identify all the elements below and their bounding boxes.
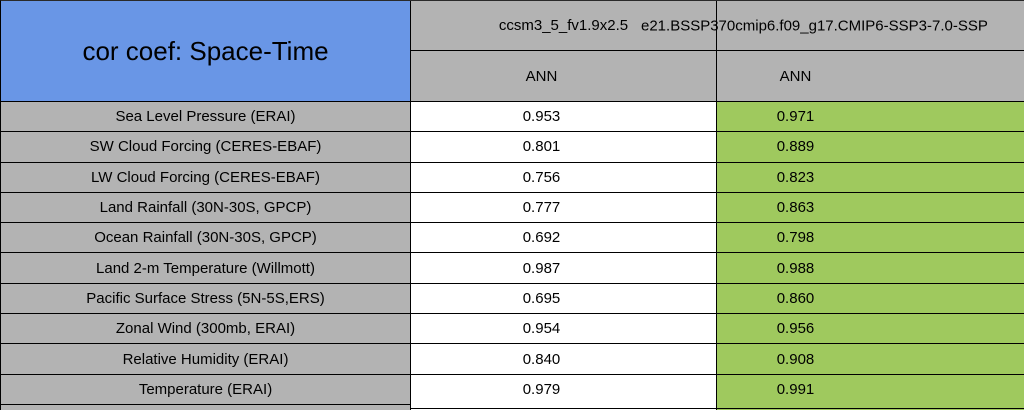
value: 0.692 xyxy=(522,229,561,247)
value: 0.801 xyxy=(522,138,561,156)
row-label: Ocean Rainfall (30N-30S, GPCP) xyxy=(94,229,317,247)
row-label: SW Cloud Forcing (CERES-EBAF) xyxy=(89,138,322,156)
value: 0.798 xyxy=(776,229,815,247)
value-cell: 0.823 xyxy=(716,162,1024,193)
clipped-row-label-cell xyxy=(1,404,410,410)
value: 0.988 xyxy=(776,259,815,277)
row-label-cell: Relative Humidity (ERAI) xyxy=(1,344,410,375)
value-cell: 0.956 xyxy=(716,314,1024,345)
row-label-cell: Sea Level Pressure (ERAI) xyxy=(1,102,410,133)
value-cell: 0.991 xyxy=(716,374,1024,405)
value-cell: 0.987 xyxy=(410,253,716,284)
value: 0.777 xyxy=(522,199,561,217)
row-label: Zonal Wind (300mb, ERAI) xyxy=(115,320,296,338)
value-cell: 0.860 xyxy=(716,283,1024,315)
season-label-2: ANN xyxy=(779,67,812,85)
clipped-value-cell xyxy=(716,404,1024,410)
value: 0.987 xyxy=(522,259,561,277)
value: 0.863 xyxy=(776,199,815,217)
value: 0.860 xyxy=(776,289,815,307)
value-cell: 0.840 xyxy=(410,344,716,375)
value: 0.954 xyxy=(522,320,561,338)
value: 0.840 xyxy=(522,350,561,368)
value: 0.979 xyxy=(522,381,561,399)
model-header-cell-2: e21.BSSP370cmip6.f09_g17.CMIP6-SSP3-7.0-… xyxy=(641,1,1024,51)
value: 0.695 xyxy=(522,289,561,307)
season-label-1: ANN xyxy=(525,67,558,85)
value-cell: 0.756 xyxy=(410,162,716,193)
value: 0.971 xyxy=(776,108,815,126)
value-cell: 0.695 xyxy=(410,283,716,315)
model-name-2: e21.BSSP370cmip6.f09_g17.CMIP6-SSP3-7.0-… xyxy=(641,17,988,34)
row-label: Sea Level Pressure (ERAI) xyxy=(115,108,296,126)
row-label-cell: LW Cloud Forcing (CERES-EBAF) xyxy=(1,162,410,193)
clipped-value-cell xyxy=(410,404,716,410)
row-label-cell: Pacific Surface Stress (5N-5S,ERS) xyxy=(1,283,410,315)
model-header-cell-1: ccsm3_5_fv1.9x2.5 xyxy=(410,1,716,51)
value-cell: 0.798 xyxy=(716,223,1024,254)
season-header-cell-2: ANN xyxy=(716,51,1024,102)
row-divider-line xyxy=(411,407,716,409)
row-divider-line xyxy=(717,407,1024,409)
row-label: Relative Humidity (ERAI) xyxy=(122,350,289,368)
value-cell: 0.954 xyxy=(410,314,716,345)
row-label-cell: Temperature (ERAI) xyxy=(1,374,410,405)
value: 0.889 xyxy=(776,138,815,156)
value-cell: 0.889 xyxy=(716,132,1024,163)
value-cell: 0.953 xyxy=(410,102,716,133)
row-label-cell: Land Rainfall (30N-30S, GPCP) xyxy=(1,192,410,224)
model-name-1: ccsm3_5_fv1.9x2.5 xyxy=(498,17,629,34)
value: 0.991 xyxy=(776,381,815,399)
row-label-cell: Land 2-m Temperature (Willmott) xyxy=(1,253,410,284)
row-label: LW Cloud Forcing (CERES-EBAF) xyxy=(91,168,320,186)
season-header-cell-1: ANN xyxy=(410,51,716,102)
row-label: Land 2-m Temperature (Willmott) xyxy=(96,259,315,277)
row-label-cell: SW Cloud Forcing (CERES-EBAF) xyxy=(1,132,410,163)
row-label: Temperature (ERAI) xyxy=(138,380,273,398)
value-cell: 0.777 xyxy=(410,192,716,224)
table-title-cell: cor coef: Space-Time xyxy=(1,1,410,102)
row-label: Land Rainfall (30N-30S, GPCP) xyxy=(99,199,312,217)
value: 0.956 xyxy=(776,320,815,338)
row-label-cell: Ocean Rainfall (30N-30S, GPCP) xyxy=(1,223,410,254)
row-label-cell: Zonal Wind (300mb, ERAI) xyxy=(1,314,410,345)
value: 0.953 xyxy=(522,108,561,126)
value: 0.756 xyxy=(522,168,561,186)
value-cell: 0.801 xyxy=(410,132,716,163)
value-cell: 0.971 xyxy=(716,102,1024,133)
value-cell: 0.908 xyxy=(716,344,1024,375)
value-cell: 0.988 xyxy=(716,253,1024,284)
table-title: cor coef: Space-Time xyxy=(82,35,329,66)
value-cell: 0.979 xyxy=(410,374,716,405)
value-cell: 0.863 xyxy=(716,192,1024,224)
row-label: Pacific Surface Stress (5N-5S,ERS) xyxy=(86,289,325,307)
value: 0.908 xyxy=(776,350,815,368)
value: 0.823 xyxy=(776,168,815,186)
value-cell: 0.692 xyxy=(410,223,716,254)
